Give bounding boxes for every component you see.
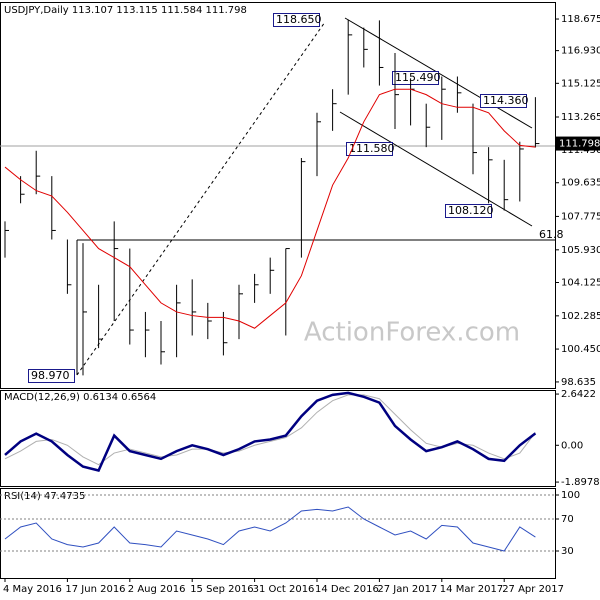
- annotation-box: [392, 71, 439, 85]
- annotation-label: 98.970: [31, 369, 70, 382]
- watermark: ActionForex.com: [304, 318, 520, 348]
- x-tick-label: 15 Sep 2016: [190, 584, 253, 595]
- annotation-label: 118.650: [276, 13, 322, 26]
- annotation-label: 61.8: [539, 228, 564, 241]
- y-tick-label: 0.00: [561, 440, 583, 451]
- y-tick-label: 116.930: [561, 46, 600, 57]
- channel-lower: [339, 111, 533, 227]
- x-tick-label: 31 Oct 2016: [253, 584, 315, 595]
- y-tick-label: 102.285: [561, 311, 600, 322]
- macd-title: MACD(12,26,9) 0.6134 0.6564: [4, 392, 156, 403]
- macd-line: [4, 391, 537, 472]
- annotation-box: [28, 369, 75, 383]
- x-tick-label: 4 May 2016: [3, 584, 62, 595]
- y-tick-label: 2.6422: [561, 389, 596, 400]
- x-tick-label: 27 Apr 2017: [502, 584, 564, 595]
- x-tick-label: 2 Aug 2016: [128, 584, 186, 595]
- moving-average: [4, 88, 536, 329]
- x-tick-label: 14 Dec 2016: [315, 584, 379, 595]
- y-tick-label: 100.450: [561, 344, 600, 355]
- y-tick-label: 113.265: [561, 112, 600, 123]
- annotation-box: [445, 204, 492, 218]
- y-tick-label: 115.125: [561, 78, 600, 89]
- macd-signal: [4, 394, 536, 466]
- last-price-label: 111.798: [559, 139, 600, 150]
- y-tick-label: 70: [561, 514, 574, 525]
- price-pane: [0, 2, 556, 389]
- annotation-box: [273, 13, 320, 27]
- rsi-pane: [0, 488, 556, 579]
- macd-pane: [0, 390, 556, 487]
- annotation-label: 114.360: [483, 94, 529, 107]
- annotation-box: [346, 142, 393, 156]
- annotation-label: 108.120: [448, 204, 494, 217]
- y-tick-label: 105.930: [561, 245, 600, 256]
- last-price-box: [556, 136, 600, 151]
- rsi-line: [4, 506, 536, 552]
- x-tick-label: 27 Jan 2017: [377, 584, 437, 595]
- annotation-label: 111.580: [349, 142, 395, 155]
- annotation-box: [480, 94, 527, 108]
- annotation-label: 115.490: [395, 71, 441, 84]
- y-tick-label: 107.775: [561, 211, 600, 222]
- fib-trend-line: [76, 21, 326, 376]
- y-tick-label: 100: [561, 490, 580, 501]
- y-tick-label: 98.635: [561, 377, 596, 388]
- y-tick-label: 109.635: [561, 178, 600, 189]
- y-tick-label: 118.675: [561, 14, 600, 25]
- y-tick-label: 104.125: [561, 278, 600, 289]
- x-tick-label: 14 Mar 2017: [440, 584, 503, 595]
- x-tick-label: 17 Jun 2016: [65, 584, 125, 595]
- y-tick-label: -1.8978: [561, 477, 600, 488]
- y-tick-label: 30: [561, 546, 574, 557]
- price-title: USDJPY,Daily 113.107 113.115 111.584 111…: [4, 5, 247, 16]
- rsi-title: RSI(14) 47.4735: [4, 491, 85, 502]
